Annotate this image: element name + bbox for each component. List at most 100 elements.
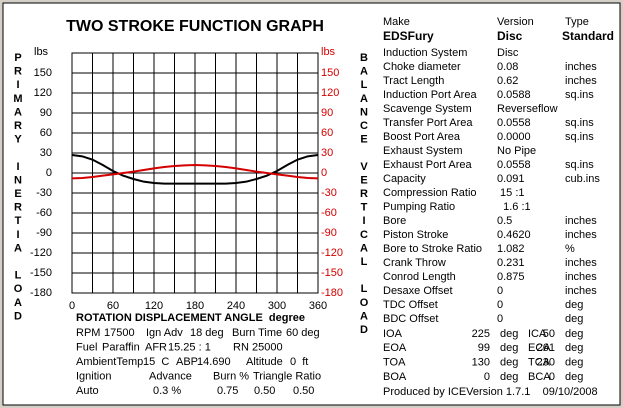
spec-cell: 0.5	[497, 215, 512, 227]
run-condition: AmbientTemp	[76, 356, 143, 368]
spec-cell: 0	[497, 285, 503, 297]
spec-cell: inches	[565, 271, 597, 283]
spec-cell: 0.0558	[497, 117, 531, 129]
y-tick-label: 120	[34, 87, 52, 99]
timing-cell: TCA	[528, 357, 551, 369]
x-tick-label: 300	[268, 300, 286, 312]
series-line	[71, 154, 319, 185]
run-condition: Advance	[149, 370, 192, 382]
run-condition: 18 deg	[190, 327, 224, 339]
timing-cell: 99	[478, 342, 490, 354]
run-condition: Ign Adv	[146, 327, 183, 339]
y-tick-label: -180	[30, 287, 52, 299]
x-tick-label: 60	[107, 300, 119, 312]
run-condition: 0.50	[254, 385, 275, 397]
run-condition: 14.690	[197, 356, 231, 368]
y2-tick-label: -180	[321, 287, 343, 299]
spec-cell: 0.091	[497, 173, 525, 185]
run-condition: Burn Time	[232, 327, 282, 339]
y-tick-label: -30	[36, 187, 52, 199]
spec-cell: 0.0558	[497, 159, 531, 171]
y-tick-label: -60	[36, 207, 52, 219]
timing-cell: 0	[484, 371, 490, 383]
spec-cell: No Pipe	[497, 145, 536, 157]
y2-tick-label: 30	[321, 147, 333, 159]
run-condition: Paraffin	[102, 341, 140, 353]
run-condition: ABP	[176, 356, 198, 368]
header-cell: Type	[565, 16, 589, 28]
run-condition: 17500	[104, 327, 135, 339]
header-cell: Make	[383, 16, 410, 28]
spec-cell: 0.4620	[497, 229, 531, 241]
spec-cell: Exhaust Port Area	[383, 159, 473, 171]
run-condition: 0.75	[217, 385, 238, 397]
spec-cell: Crank Throw	[383, 257, 446, 269]
y2-tick-label: -60	[321, 207, 337, 219]
run-condition: Fuel	[76, 341, 97, 353]
spec-cell: 0.08	[497, 61, 518, 73]
spec-cell: TDC Offset	[383, 299, 438, 311]
timing-cell: 130	[472, 357, 490, 369]
spec-cell: Pumping Ratio	[383, 201, 455, 213]
y2-unit: lbs	[321, 46, 336, 58]
header-cell: Version	[497, 16, 534, 28]
spec-cell: sq.ins	[565, 131, 594, 143]
timing-cell: ECA	[528, 342, 551, 354]
spec-cell: sq.ins	[565, 159, 594, 171]
run-condition: 60 deg	[286, 327, 320, 339]
timing-cell: 50	[543, 328, 555, 340]
series-line	[71, 163, 319, 180]
x-tick-label: 120	[145, 300, 163, 312]
spec-cell: 0.0588	[497, 89, 531, 101]
y2-axis-label: BALANCE VERTICAL LOAD	[358, 52, 370, 338]
x-tick-label: 180	[186, 300, 204, 312]
y-tick-label: 0	[46, 167, 52, 179]
spec-cell: Transfer Port Area	[383, 117, 473, 129]
timing-cell: deg	[565, 357, 583, 369]
spec-cell: 0	[497, 299, 503, 311]
run-condition: 0.3 %	[153, 385, 181, 397]
spec-cell: 0	[497, 313, 503, 325]
timing-cell: 0	[549, 371, 555, 383]
x-axis-label: ROTATION DISPLACEMENT ANGLE degree	[76, 312, 305, 324]
run-condition: Ignition	[76, 370, 111, 382]
y2-tick-label: 60	[321, 127, 333, 139]
x-tick-label: 360	[309, 300, 327, 312]
y-tick-label: 150	[34, 67, 52, 79]
spec-cell: deg	[565, 299, 583, 311]
spec-cell: inches	[565, 257, 597, 269]
spec-cell: Piston Stroke	[383, 229, 448, 241]
spec-cell: %	[565, 243, 575, 255]
timing-cell: deg	[565, 328, 583, 340]
timing-cell: 261	[537, 342, 555, 354]
timing-cell: IOA	[383, 328, 403, 340]
spec-cell: Desaxe Offset	[383, 285, 453, 297]
x-tick-label: 0	[69, 300, 75, 312]
y-tick-label: -90	[36, 227, 52, 239]
spec-cell: 0.0000	[497, 131, 531, 143]
spec-cell: 0.875	[497, 271, 525, 283]
spec-cell: Disc	[497, 47, 519, 59]
run-condition: RN	[233, 341, 249, 353]
spec-cell: 1.6 :1	[497, 201, 531, 213]
timing-cell: ICA	[528, 328, 547, 340]
y-tick-label: -150	[30, 267, 52, 279]
y-tick-label: 60	[40, 127, 52, 139]
timing-cell: 225	[472, 328, 490, 340]
run-condition: Auto	[76, 385, 99, 397]
timing-cell: deg	[565, 342, 583, 354]
spec-cell: Compression Ratio	[383, 187, 477, 199]
timing-cell: deg	[500, 371, 518, 383]
spec-cell: sq.ins	[565, 117, 594, 129]
spec-cell: Capacity	[383, 173, 426, 185]
timing-cell: 230	[537, 357, 555, 369]
spec-cell: Scavenge System	[383, 103, 472, 115]
run-condition: Altitude	[246, 356, 283, 368]
spec-cell: inches	[565, 61, 597, 73]
run-condition: 25000	[252, 341, 283, 353]
y2-tick-label: -90	[321, 227, 337, 239]
timing-cell: deg	[500, 357, 518, 369]
timing-cell: EOA	[383, 342, 407, 354]
